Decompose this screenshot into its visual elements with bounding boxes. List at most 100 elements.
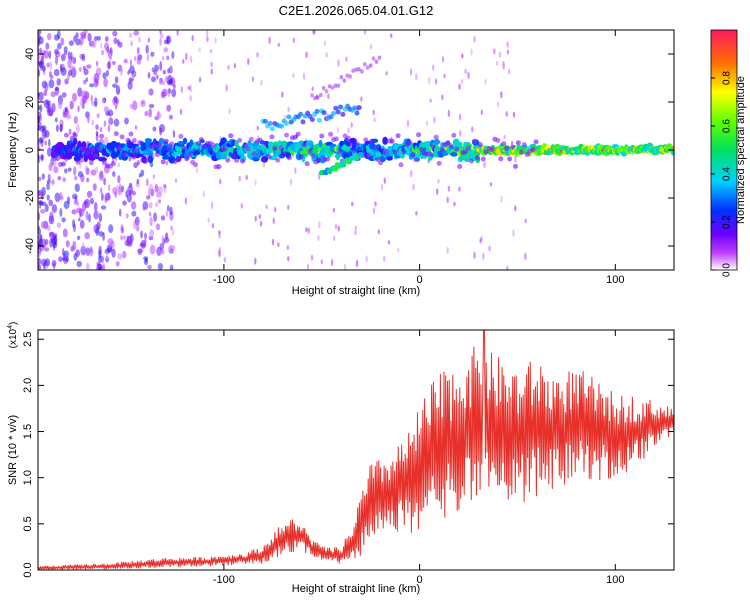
spectrogram-noise-speckle bbox=[103, 78, 108, 88]
spectrogram-noise-speckle bbox=[44, 247, 50, 252]
spectrogram-trace-halo bbox=[392, 149, 398, 155]
spectrogram-trace-halo bbox=[257, 137, 263, 143]
spectrogram-noise-speckle bbox=[363, 30, 367, 35]
spectrogram-noise-speckle bbox=[93, 210, 99, 220]
spectrogram-noise-speckle bbox=[123, 58, 128, 64]
spectrogram-trace-halo bbox=[348, 141, 354, 147]
spectrogram-noise-speckle bbox=[50, 160, 57, 168]
spectrogram-noise-speckle bbox=[73, 116, 79, 124]
spectrogram-trace-halo bbox=[157, 143, 163, 149]
spectrogram-noise-speckle bbox=[41, 125, 47, 131]
spectrogram-y-label: Frequency (Hz) bbox=[7, 112, 19, 188]
spectrogram-branch-cell bbox=[298, 111, 304, 117]
spectrogram-noise-speckle bbox=[38, 47, 41, 53]
spectrogram-noise-speckle bbox=[258, 214, 261, 220]
spectrogram-noise-speckle bbox=[185, 52, 188, 61]
spectrogram-noise-speckle bbox=[60, 37, 65, 46]
spectrogram-noise-speckle bbox=[63, 46, 68, 53]
spectrogram-branch-cell bbox=[324, 89, 329, 94]
spectrogram-noise-speckle bbox=[83, 79, 87, 85]
spectrogram-noise-speckle bbox=[144, 257, 148, 263]
spectrogram-noise-speckle bbox=[112, 171, 116, 178]
spectrogram-noise-speckle bbox=[206, 30, 209, 37]
spectrogram-noise-speckle bbox=[433, 116, 436, 124]
spectrogram-noise-speckle bbox=[148, 187, 151, 198]
spectrogram-noise-speckle bbox=[103, 106, 109, 113]
spectrogram-trace-halo bbox=[489, 146, 495, 152]
spectrogram-branch-cell bbox=[377, 55, 382, 60]
spectrogram-noise-speckle bbox=[48, 50, 52, 60]
spectrogram-noise-speckle bbox=[500, 91, 503, 99]
spectrogram-noise-speckle bbox=[67, 167, 72, 172]
spectrogram-noise-speckle bbox=[390, 33, 393, 38]
spectrogram-noise-speckle bbox=[377, 229, 380, 235]
spectrogram-noise-speckle bbox=[40, 209, 46, 214]
spectrogram-noise-speckle bbox=[144, 238, 147, 244]
spectrogram-noise-speckle bbox=[67, 51, 71, 60]
spectrogram-noise-speckle bbox=[69, 100, 74, 110]
spectrogram-noise-speckle bbox=[187, 85, 191, 90]
spectrogram-noise-speckle bbox=[287, 204, 290, 210]
spectrogram-noise-speckle bbox=[195, 166, 199, 174]
spectrogram-noise-speckle bbox=[254, 215, 257, 222]
spectrogram-noise-speckle bbox=[149, 216, 153, 227]
spectrogram-trace-halo bbox=[378, 160, 383, 166]
spectrogram-noise-speckle bbox=[38, 189, 44, 197]
spectrogram-noise-speckle bbox=[337, 59, 340, 67]
spectrogram-noise-speckle bbox=[325, 52, 328, 58]
spectrogram-trace-halo bbox=[366, 152, 372, 158]
spectrogram-noise-speckle bbox=[47, 173, 51, 181]
spectrogram-noise-speckle bbox=[64, 78, 69, 85]
spectrogram-noise-speckle bbox=[85, 165, 88, 171]
spectrogram-trace-halo bbox=[351, 148, 357, 153]
spectrogram-trace-halo bbox=[201, 144, 207, 150]
spectrogram-noise-speckle bbox=[292, 73, 295, 78]
spectrogram-trace-halo bbox=[102, 160, 107, 166]
spectrogram-trace-halo bbox=[410, 152, 416, 158]
spectrogram-trace-halo bbox=[248, 136, 254, 142]
spectrogram-noise-speckle bbox=[87, 191, 90, 199]
spectrogram-noise-speckle bbox=[51, 204, 58, 213]
spectrogram-noise-speckle bbox=[146, 53, 150, 62]
spectrogram-y-ticks: -40 -20 0 20 40 bbox=[24, 48, 674, 254]
spectrogram-noise-speckle bbox=[107, 124, 111, 133]
spectrogram-noise-speckle bbox=[146, 178, 149, 187]
spectrogram-noise-speckle bbox=[133, 30, 140, 36]
colorbar-tick-label: 0.2 bbox=[722, 215, 733, 229]
colorbar-tick-label: 0.4 bbox=[722, 167, 733, 181]
spectrogram-noise-speckle bbox=[493, 48, 496, 55]
spectrogram-trace-halo bbox=[515, 140, 521, 146]
spectrogram-noise-speckle bbox=[85, 262, 90, 270]
spectrogram-noise-speckle bbox=[374, 201, 377, 207]
spectrogram-noise-speckle bbox=[54, 48, 59, 55]
spectrogram-noise-speckle bbox=[446, 196, 449, 204]
spectrogram-noise-speckle bbox=[40, 221, 45, 229]
spectrogram-x-tick-label: 100 bbox=[606, 274, 624, 286]
spectrogram-noise-speckle bbox=[76, 235, 81, 240]
spectrogram-noise-speckle bbox=[46, 147, 52, 157]
spectrogram-branch-cell bbox=[316, 117, 322, 123]
spectrogram-trace-halo bbox=[266, 154, 272, 160]
spectrogram-noise-speckle bbox=[156, 74, 159, 80]
spectrogram-noise-speckle bbox=[118, 208, 122, 217]
spectrogram-noise-speckle bbox=[158, 80, 164, 86]
spectrogram-trace-halo bbox=[304, 161, 310, 167]
spectrogram-noise-speckle bbox=[131, 210, 137, 217]
snr-x-tick-label: 0 bbox=[417, 574, 423, 586]
spectrogram-branch-cell bbox=[354, 67, 358, 72]
spectrogram-noise-speckle bbox=[180, 86, 183, 93]
spectrogram-noise-speckle bbox=[437, 179, 440, 184]
spectrogram-noise-speckle bbox=[473, 251, 476, 259]
spectrogram-noise-speckle bbox=[39, 104, 43, 113]
spectrogram-trace-cell bbox=[77, 140, 82, 148]
spectrogram-noise-speckle bbox=[72, 240, 77, 251]
spectrogram-noise-speckle bbox=[284, 114, 287, 120]
spectrogram-noise-speckle bbox=[106, 69, 109, 77]
spectrogram-noise-speckle bbox=[146, 195, 151, 200]
spectrogram-branch-cell bbox=[368, 63, 373, 68]
spectrogram-noise-speckle bbox=[171, 51, 175, 60]
spectrogram-noise-speckle bbox=[155, 201, 158, 208]
spectrogram-trace-cell bbox=[158, 138, 164, 145]
spectrogram-noise-speckle bbox=[128, 77, 134, 82]
snr-y-tick-label: 0.0 bbox=[22, 562, 34, 577]
